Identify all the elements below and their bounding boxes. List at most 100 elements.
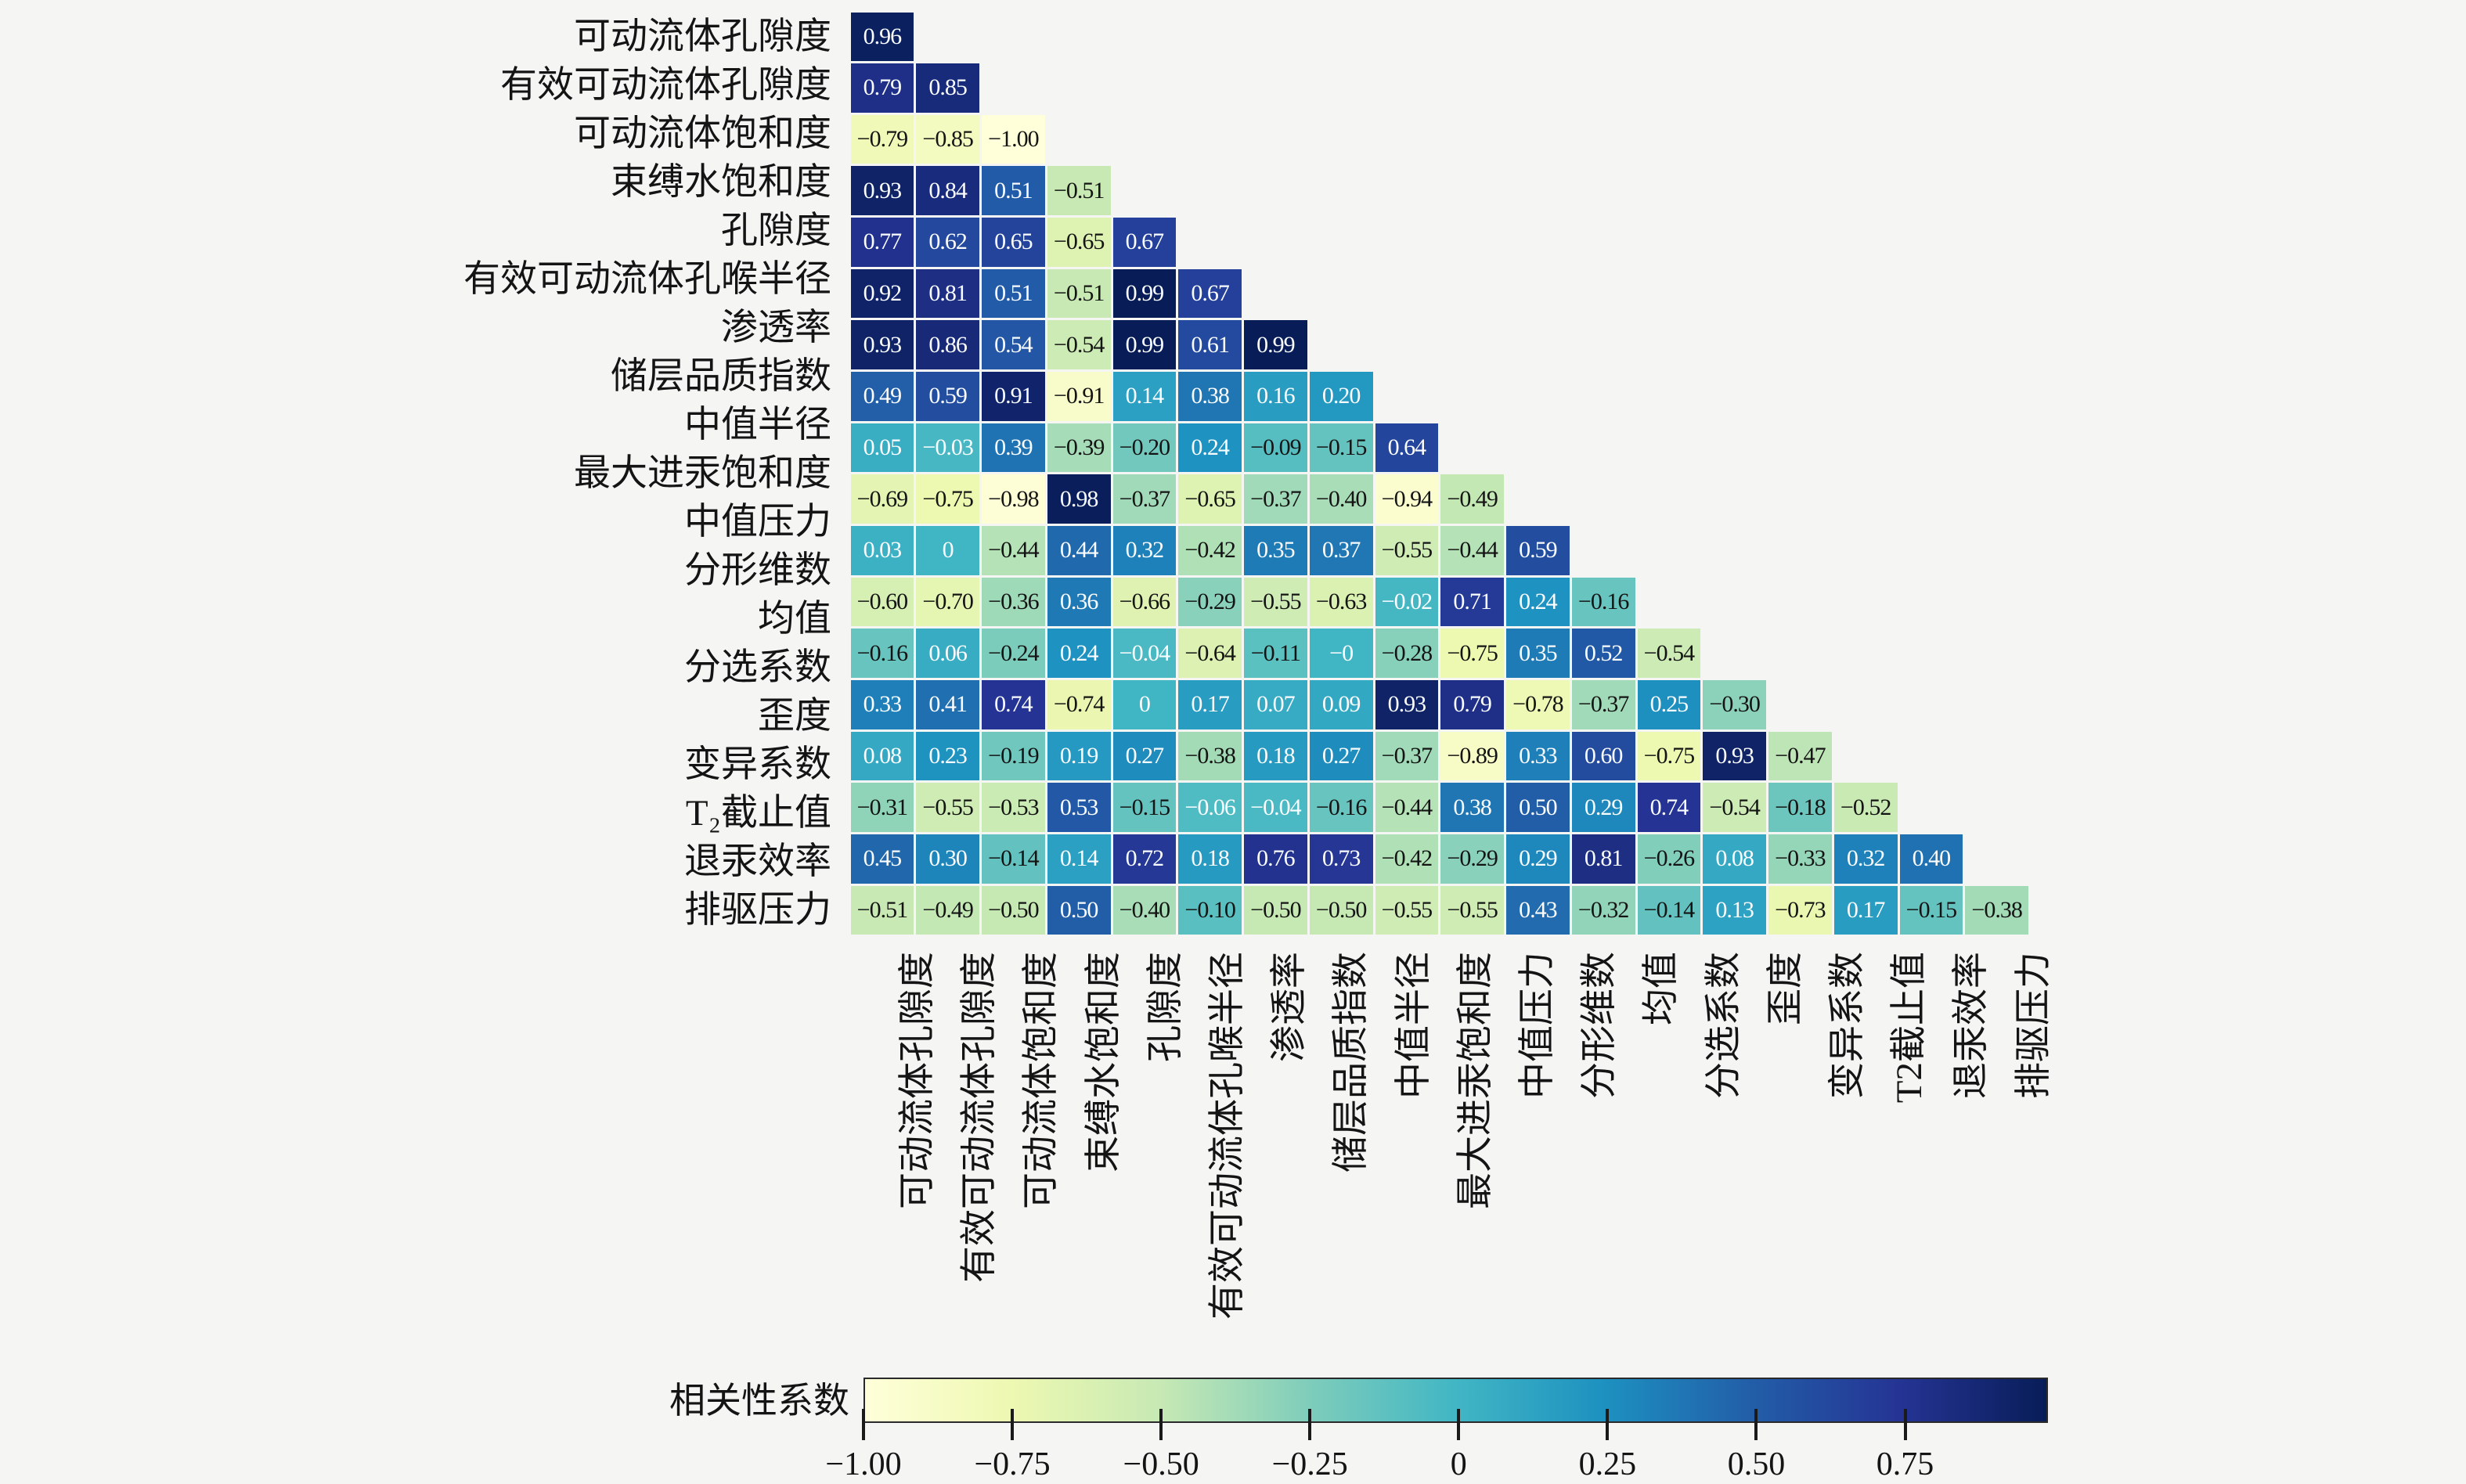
heatmap-cell: −0.16 bbox=[1309, 783, 1373, 832]
heatmap-cell: 0.05 bbox=[850, 423, 914, 473]
heatmap-cell: 0.29 bbox=[1571, 783, 1635, 832]
y-tick-label: 中值压力 bbox=[684, 502, 831, 542]
heatmap-cell: 0.24 bbox=[1178, 423, 1242, 473]
heatmap-cell: 0.18 bbox=[1178, 834, 1242, 884]
x-tick-label: 可动流体孔隙度 bbox=[897, 952, 938, 1209]
colorbar-tick-label: 0.25 bbox=[1578, 1446, 1637, 1482]
heatmap-cell: −0.40 bbox=[1309, 474, 1373, 524]
heatmap-cell: 0.76 bbox=[1244, 834, 1307, 884]
heatmap-cell: 0.44 bbox=[1047, 526, 1111, 575]
y-tick-label: 变异系数 bbox=[684, 744, 831, 785]
x-tick-label: 有效可动流体孔喉半径 bbox=[1207, 952, 1248, 1320]
heatmap-cell: 0.93 bbox=[1375, 679, 1439, 729]
heatmap-cell: 0.32 bbox=[1112, 526, 1177, 575]
heatmap-cell: −0.55 bbox=[1440, 885, 1504, 935]
heatmap-cell: −0.14 bbox=[1637, 885, 1701, 935]
heatmap-cell: 0.62 bbox=[916, 218, 979, 267]
heatmap-cell: 0.36 bbox=[1047, 577, 1111, 627]
x-tick-label: 最大进汞饱和度 bbox=[1455, 952, 1496, 1209]
heatmap-cell: −0.37 bbox=[1375, 731, 1439, 781]
y-tick-label: 排驱压力 bbox=[684, 890, 831, 931]
heatmap-cell: −0.14 bbox=[982, 834, 1045, 884]
x-tick-label: 有效可动流体孔隙度 bbox=[959, 952, 1000, 1283]
colorbar-tick-label: −0.25 bbox=[1271, 1446, 1348, 1482]
heatmap-cell: −0.29 bbox=[1178, 577, 1242, 627]
heatmap-cell: 0.86 bbox=[916, 320, 979, 370]
heatmap-cell: −0.24 bbox=[982, 629, 1045, 678]
heatmap-cell: −0.74 bbox=[1047, 679, 1111, 729]
heatmap-cell: 0.35 bbox=[1244, 526, 1307, 575]
heatmap-cell: 0.16 bbox=[1244, 372, 1307, 421]
heatmap-cell: 0.30 bbox=[916, 834, 979, 884]
heatmap-cell: 0.08 bbox=[1703, 834, 1766, 884]
heatmap-cell: −0.39 bbox=[1047, 423, 1111, 473]
heatmap-cell: −0.32 bbox=[1571, 885, 1635, 935]
heatmap-cell: −0.52 bbox=[1833, 783, 1898, 832]
heatmap-cell: −0.85 bbox=[916, 114, 979, 164]
heatmap-cell: 0.72 bbox=[1112, 834, 1177, 884]
colorbar-tick-label: 0 bbox=[1450, 1446, 1467, 1482]
heatmap-cell: −0.02 bbox=[1375, 577, 1439, 627]
heatmap-cell: −0.89 bbox=[1440, 731, 1504, 781]
heatmap-cell: 0.20 bbox=[1309, 372, 1373, 421]
y-tick-label: 可动流体饱和度 bbox=[574, 113, 831, 154]
heatmap-cell: 0.99 bbox=[1112, 268, 1177, 319]
heatmap-cell: 0.25 bbox=[1637, 679, 1701, 729]
heatmap-cell: −0.51 bbox=[1047, 166, 1111, 216]
heatmap-cell: −0.65 bbox=[1178, 474, 1242, 524]
heatmap-cell: −0.49 bbox=[1440, 474, 1504, 524]
heatmap-cell: 0.41 bbox=[916, 679, 979, 729]
heatmap-cell: −0.10 bbox=[1178, 885, 1242, 935]
y-tick-label: 孔隙度 bbox=[721, 211, 831, 251]
heatmap-cell: −0.28 bbox=[1375, 629, 1439, 678]
heatmap-cell: 0.37 bbox=[1309, 526, 1373, 575]
colorbar-tick-label: −1.00 bbox=[825, 1446, 902, 1482]
heatmap-cell: 0.53 bbox=[1047, 783, 1111, 832]
x-tick-label: T2截止值 bbox=[1889, 952, 1931, 1104]
colorbar-tick-label: 0.50 bbox=[1727, 1446, 1786, 1482]
heatmap-cell: −0.55 bbox=[1375, 885, 1439, 935]
heatmap-cell: −0.20 bbox=[1112, 423, 1177, 473]
heatmap-cell: 0.39 bbox=[982, 423, 1045, 473]
heatmap-cell: −0.51 bbox=[850, 885, 914, 935]
heatmap-cell: −0.47 bbox=[1768, 731, 1832, 781]
y-tick-label: 退汞效率 bbox=[684, 841, 831, 882]
heatmap-cell: 0.23 bbox=[916, 731, 979, 781]
y-tick-label: 有效可动流体孔喉半径 bbox=[463, 259, 831, 300]
heatmap-cell: 0.06 bbox=[916, 629, 979, 678]
colorbar-tick-mark bbox=[1606, 1409, 1610, 1440]
heatmap-cell: −0.37 bbox=[1571, 679, 1635, 729]
heatmap-cell: 0.27 bbox=[1112, 731, 1177, 781]
heatmap-cell: −0.55 bbox=[1244, 577, 1307, 627]
heatmap-cell: −0.50 bbox=[982, 885, 1045, 935]
heatmap-cell: −0.30 bbox=[1703, 679, 1766, 729]
heatmap-cell: 0.85 bbox=[916, 63, 979, 113]
y-tick-label: 可动流体孔隙度 bbox=[574, 16, 831, 57]
x-tick-label: 可动流体饱和度 bbox=[1021, 952, 1062, 1209]
heatmap-cell: −0.16 bbox=[850, 629, 914, 678]
heatmap-cell: −0.26 bbox=[1637, 834, 1701, 884]
heatmap-cell: 0.40 bbox=[1899, 834, 1963, 884]
heatmap-cell: −0.94 bbox=[1375, 474, 1439, 524]
heatmap-cell: 0.59 bbox=[916, 372, 979, 421]
colorbar-tick-mark bbox=[1457, 1409, 1461, 1440]
heatmap-cell: 0.60 bbox=[1571, 731, 1635, 781]
x-tick-label: 储层品质指数 bbox=[1331, 952, 1372, 1172]
heatmap-cell: 0.13 bbox=[1703, 885, 1766, 935]
heatmap-cell: −0.37 bbox=[1112, 474, 1177, 524]
heatmap-cell: 0.61 bbox=[1178, 320, 1242, 370]
heatmap-cell: 0.74 bbox=[982, 679, 1045, 729]
heatmap-cell: −0.15 bbox=[1899, 885, 1963, 935]
heatmap-cell: −0.42 bbox=[1178, 526, 1242, 575]
heatmap-cell: 0.08 bbox=[850, 731, 914, 781]
heatmap-cell: −0.78 bbox=[1506, 679, 1570, 729]
x-tick-label: 渗透率 bbox=[1269, 952, 1311, 1062]
heatmap-cell: −0.15 bbox=[1309, 423, 1373, 473]
heatmap-cell: −0.16 bbox=[1571, 577, 1635, 627]
heatmap-cell: 0.03 bbox=[850, 526, 914, 575]
heatmap-cell: 0.45 bbox=[850, 834, 914, 884]
heatmap-cell: −0.50 bbox=[1244, 885, 1307, 935]
heatmap-cell: −0.55 bbox=[916, 783, 979, 832]
heatmap-cell: −0.69 bbox=[850, 474, 914, 524]
